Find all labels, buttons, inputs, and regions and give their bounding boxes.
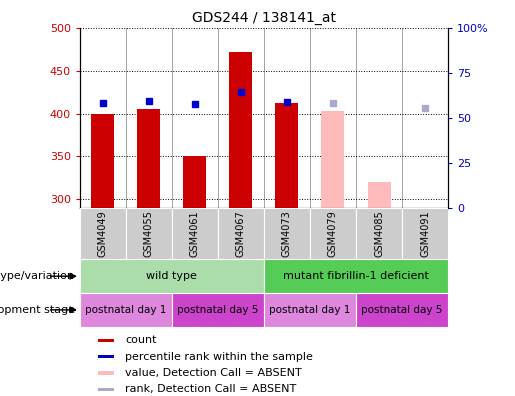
Bar xyxy=(402,208,448,259)
Bar xyxy=(80,259,264,293)
Text: GSM4079: GSM4079 xyxy=(328,210,338,257)
Text: GSM4061: GSM4061 xyxy=(190,210,200,257)
Bar xyxy=(368,182,390,208)
Bar xyxy=(98,339,114,342)
Text: wild type: wild type xyxy=(146,271,197,281)
Text: GSM4073: GSM4073 xyxy=(282,210,292,257)
Text: postnatal day 1: postnatal day 1 xyxy=(269,305,351,315)
Bar xyxy=(356,208,402,259)
Text: GSM4085: GSM4085 xyxy=(374,210,384,257)
Bar xyxy=(183,156,207,208)
Bar xyxy=(98,371,114,375)
Bar xyxy=(172,208,218,259)
Text: GSM4055: GSM4055 xyxy=(144,210,154,257)
Text: rank, Detection Call = ABSENT: rank, Detection Call = ABSENT xyxy=(125,385,297,394)
Bar xyxy=(172,293,264,327)
Bar xyxy=(276,103,299,208)
Bar xyxy=(264,208,310,259)
Text: postnatal day 5: postnatal day 5 xyxy=(362,305,443,315)
Bar xyxy=(321,111,345,208)
Bar xyxy=(218,208,264,259)
Text: development stage: development stage xyxy=(0,305,75,315)
Bar xyxy=(80,208,126,259)
Title: GDS244 / 138141_at: GDS244 / 138141_at xyxy=(192,11,336,25)
Text: postnatal day 5: postnatal day 5 xyxy=(177,305,259,315)
Text: count: count xyxy=(125,335,157,345)
Text: genotype/variation: genotype/variation xyxy=(0,271,75,281)
Text: GSM4091: GSM4091 xyxy=(420,210,430,257)
Bar xyxy=(356,293,448,327)
Bar xyxy=(91,114,114,208)
Text: value, Detection Call = ABSENT: value, Detection Call = ABSENT xyxy=(125,368,302,378)
Bar xyxy=(264,259,448,293)
Bar xyxy=(98,355,114,358)
Text: postnatal day 1: postnatal day 1 xyxy=(85,305,166,315)
Bar xyxy=(98,388,114,391)
Text: mutant fibrillin-1 deficient: mutant fibrillin-1 deficient xyxy=(283,271,429,281)
Text: percentile rank within the sample: percentile rank within the sample xyxy=(125,352,313,362)
Bar xyxy=(80,293,172,327)
Bar xyxy=(138,109,160,208)
Text: GSM4067: GSM4067 xyxy=(236,210,246,257)
Bar xyxy=(264,293,356,327)
Text: GSM4049: GSM4049 xyxy=(98,210,108,257)
Bar xyxy=(310,208,356,259)
Bar xyxy=(126,208,172,259)
Bar xyxy=(229,52,252,208)
